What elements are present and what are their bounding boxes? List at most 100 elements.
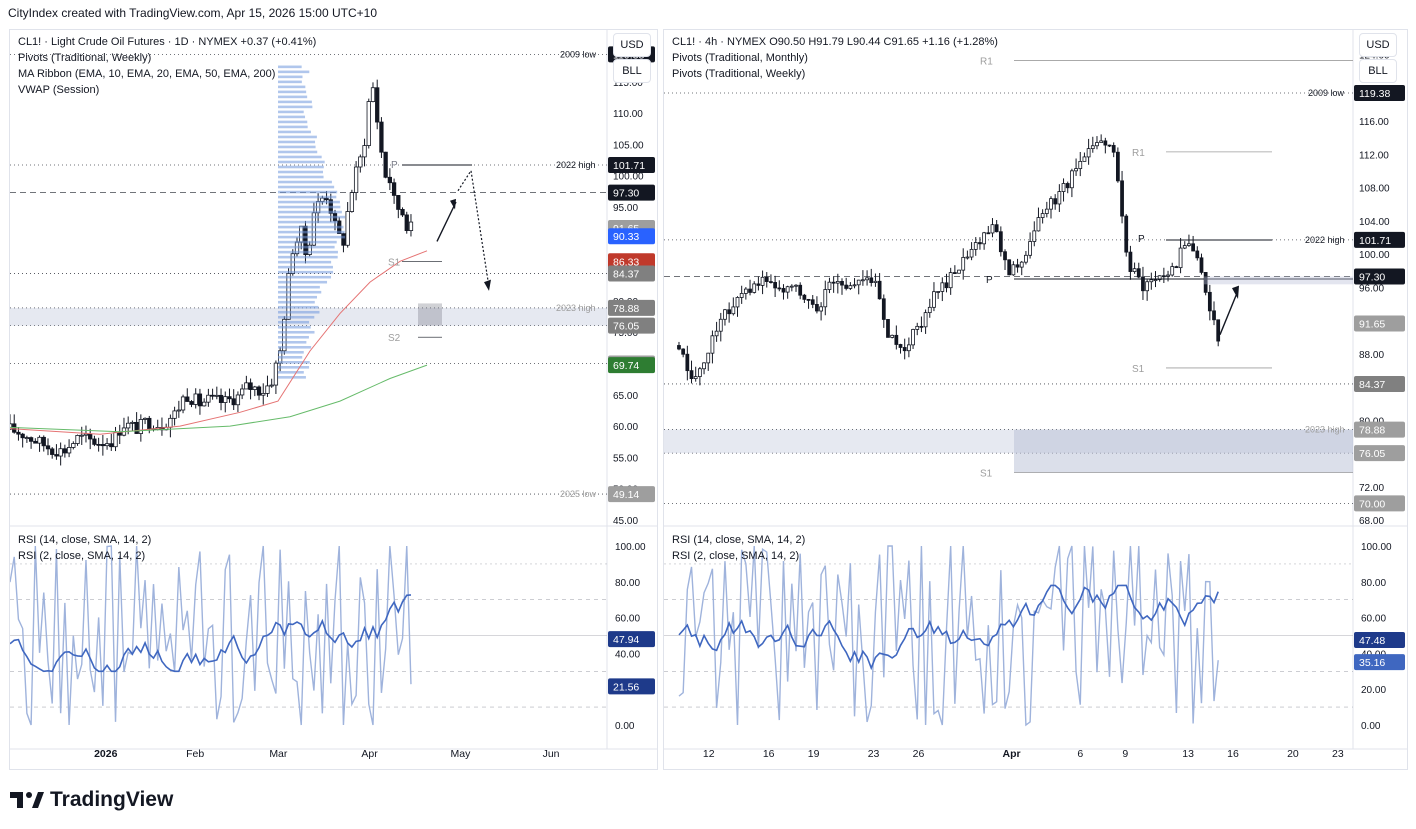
candle-body [957,269,961,274]
volume-profile-bar [278,335,309,339]
candle-body [1195,250,1200,259]
time-axis-label: May [450,748,471,760]
candle-body [693,376,698,380]
left-rsi14-legend[interactable]: RSI (14, close, SMA, 14, 2) [18,534,152,546]
price-badge-label: 91.65 [1359,318,1385,330]
right-legend-pivots-monthly[interactable]: Pivots (Traditional, Monthly) [672,52,808,64]
candle-body [134,421,139,434]
right-chart-svg[interactable]: 124.00120.00116.00112.00108.00104.00100.… [664,30,1407,769]
candle-body [1161,275,1166,278]
candle-body [1212,310,1216,321]
candle-body [54,454,59,457]
volume-profile-bar [278,325,311,329]
candle-body [764,276,769,282]
rsi14-line [10,594,412,673]
left-legend-pivots[interactable]: Pivots (Traditional, Weekly) [18,52,152,64]
right-legend-symbol[interactable]: CL1! · 4h · NYMEX O90.50 H91.79 L90.44 C… [672,36,998,48]
left-unit-button[interactable]: BLL [613,59,651,83]
rsi-badge [608,678,655,695]
volume-profile-bar [278,300,315,304]
left-legend-vwap[interactable]: VWAP (Session) [18,84,100,96]
left-legend-ma-ribbon[interactable]: MA Ribbon (EMA, 10, EMA, 20, EMA, 50, EM… [18,68,276,80]
price-tick-label: 95.00 [613,203,638,214]
candle-body [819,306,823,312]
candle-body [307,244,312,255]
candle-body [1103,140,1108,146]
volume-profile-bar [278,120,308,124]
rsi-tick-label: 40.00 [615,649,640,660]
volume-profile-bar [278,155,322,159]
candle-body [861,279,865,282]
right-unit-button[interactable]: BLL [1359,59,1397,83]
left-chart-panel: 115.00110.00105.00100.0095.0090.0085.008… [9,29,658,770]
volume-profile-bar [278,260,332,264]
candle-body [743,288,748,294]
annotation-up-arrowhead [1232,285,1239,299]
volume-profile-bar [278,90,307,94]
candle-body [265,385,270,394]
candle-body [1065,183,1070,189]
candle-body [760,276,765,286]
left-legend: CL1! · Light Crude Oil Futures · 1D · NY… [18,34,316,98]
candle-body [773,282,777,289]
time-axis-label: 19 [808,748,820,760]
rsi-badge-label: 47.94 [613,634,639,646]
candle-body [685,353,690,372]
candle-body [1120,180,1124,217]
price-badge [608,228,655,245]
price-tick-label: 116.00 [1359,117,1389,128]
candle-body [681,348,686,355]
volume-profile-bar [278,270,334,274]
right-currency-button[interactable]: USD [1359,33,1397,57]
candle-body [20,433,25,439]
volume-profile-bar [278,125,308,129]
candle-body [840,280,844,286]
left-legend-symbol[interactable]: CL1! · Light Crude Oil Futures · 1D · NY… [18,36,317,48]
price-badge [608,317,655,334]
candle-body [1132,268,1137,272]
candle-body [83,433,89,436]
left-chart-svg[interactable]: 115.00110.00105.00100.0095.0090.0085.008… [10,30,657,769]
left-rsi2-legend[interactable]: RSI (2, close, SMA, 14, 2) [18,550,146,562]
candle-body [848,285,853,289]
candle-body [400,209,405,216]
candle-body [973,242,978,250]
candle-body [391,182,397,196]
tradingview-footer: TradingView [10,788,173,812]
left-currency-button[interactable]: USD [613,33,651,57]
price-badge-label: 101.71 [613,160,645,172]
candle-body [193,393,198,405]
candle-body [58,448,63,457]
annotation-dotted-arrowhead [484,279,491,291]
candle-body [735,297,740,308]
right-legend-pivots-weekly[interactable]: Pivots (Traditional, Weekly) [672,68,806,80]
volume-profile-bar [278,170,324,174]
time-axis-label: 6 [1077,748,1083,760]
pivot-r1-monthly-label: R1 [980,56,993,67]
time-axis-label: Mar [269,748,288,760]
right-rsi14-legend[interactable]: RSI (14, close, SMA, 14, 2) [672,534,806,546]
price-tick-label: 108.00 [1359,184,1390,195]
candle-body [823,289,828,308]
right-rsi2-legend[interactable]: RSI (2, close, SMA, 14, 2) [672,550,800,562]
candle-body [919,325,924,328]
price-tick-label: 96.00 [1359,283,1384,294]
candle-body [886,319,890,338]
candle-body [185,396,190,402]
tradingview-logo [10,792,44,808]
price-tick-label: 55.00 [613,453,638,464]
candle-body [961,256,966,271]
level-2025-low-label: 2025 low [560,489,597,499]
price-badge-label: 90.33 [613,231,639,243]
candle-body [1128,251,1133,272]
candle-body [96,443,101,446]
time-axis-label: Jun [543,748,560,760]
time-axis-label: 2026 [94,748,118,760]
candle-body [1003,251,1007,261]
rsi-badge-label: 21.56 [613,681,639,693]
candle-body [172,410,177,419]
candle-body [404,214,409,231]
candle-body [1174,266,1179,269]
candle-body [952,272,957,274]
volume-profile-bar [278,376,306,379]
